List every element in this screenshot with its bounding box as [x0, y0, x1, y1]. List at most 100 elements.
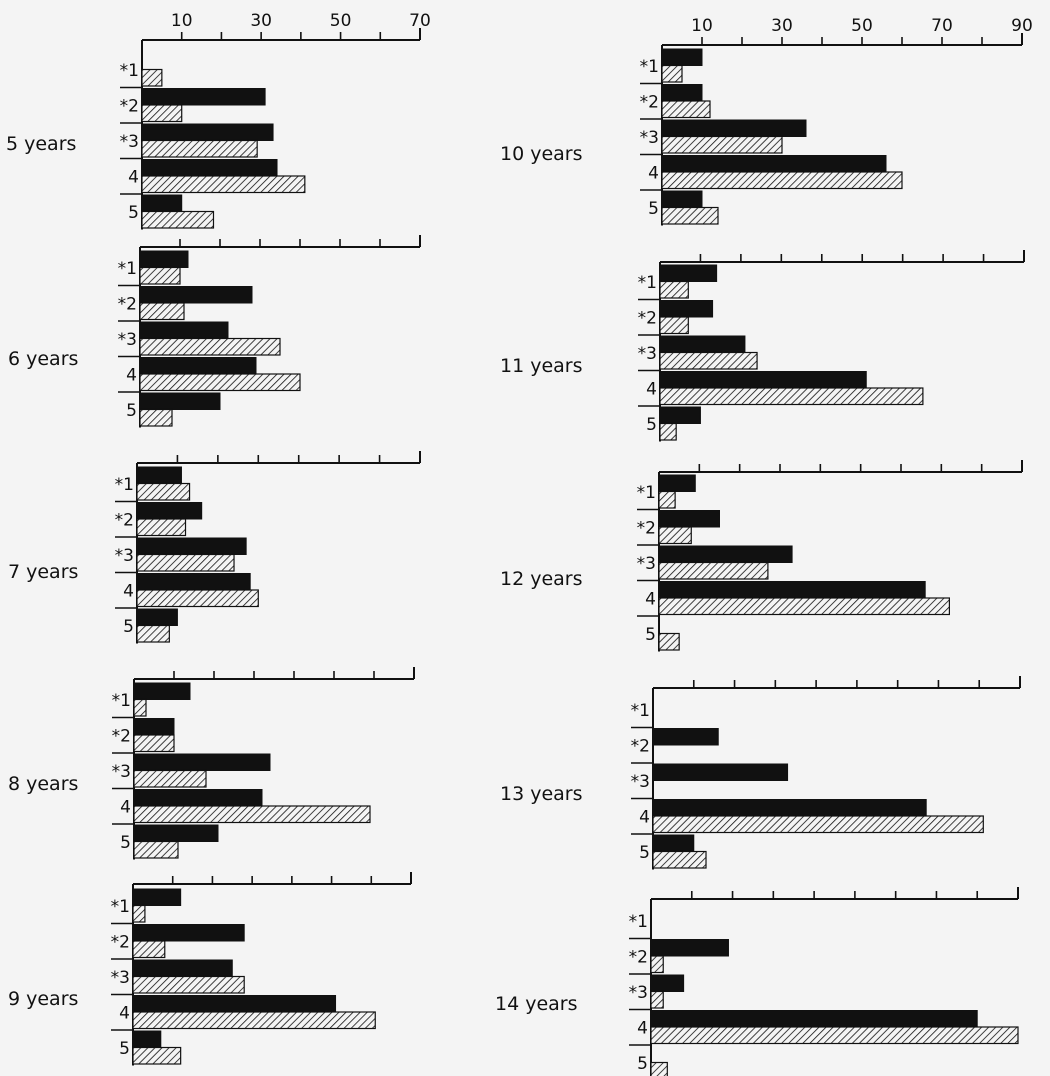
category-label: *3 [638, 344, 657, 364]
category-label: *2 [637, 518, 656, 538]
bar-solid [661, 190, 703, 208]
bar-solid [136, 466, 182, 484]
bar-hatched [652, 850, 707, 869]
category-label: *1 [629, 912, 648, 932]
bar-solid [141, 159, 278, 177]
bar-hatched [661, 100, 711, 119]
x-tick-label: 50 [330, 11, 352, 31]
panel-6-years: *1 *2 *3 4 5 6 years [8, 235, 421, 428]
panel-14-years: *1 *2 *3 4 5 14 years [495, 887, 1019, 1076]
bar-solid [139, 392, 221, 410]
category-label: 5 [648, 199, 659, 219]
bar-hatched [661, 64, 683, 83]
panel-label: 9 years [8, 988, 78, 1010]
category-label: *2 [638, 308, 657, 328]
category-label: 5 [120, 833, 131, 853]
category-label: 5 [645, 625, 656, 645]
bar-solid [650, 974, 685, 992]
bar-solid [132, 959, 233, 977]
bar-solid [133, 824, 219, 842]
category-label: 5 [646, 415, 657, 435]
category-label: *3 [120, 132, 139, 152]
bar-hatched [133, 734, 175, 753]
x-tick-label: 10 [171, 11, 193, 31]
bar-hatched [659, 422, 677, 441]
bar-hatched [661, 135, 783, 154]
x-tick-label: 30 [771, 16, 793, 36]
category-label: *2 [120, 96, 139, 116]
category-label: 5 [128, 203, 139, 223]
category-label: *1 [115, 475, 134, 495]
bar-hatched [136, 589, 259, 608]
bar-solid [141, 123, 274, 141]
bar-hatched [139, 266, 181, 285]
bar-hatched [132, 1046, 182, 1065]
bar-solid [141, 194, 183, 212]
bar-hatched [650, 990, 664, 1009]
category-label: *3 [629, 983, 648, 1003]
bar-hatched [650, 1026, 1019, 1045]
panel-label: 14 years [495, 993, 578, 1015]
x-tick-label: 70 [409, 11, 431, 31]
bar-solid [658, 510, 720, 528]
category-label: *2 [111, 932, 130, 952]
bar-hatched [136, 624, 170, 643]
bar-solid [652, 834, 695, 852]
bar-hatched [661, 171, 903, 190]
category-label: 5 [119, 1039, 130, 1059]
panel-7-years: *1 *2 *3 4 5 7 years [8, 451, 421, 644]
category-label: *1 [120, 61, 139, 81]
bar-solid [136, 608, 178, 626]
bar-hatched [136, 518, 187, 537]
panel-label: 10 years [500, 143, 583, 165]
category-label: *3 [115, 546, 134, 566]
bar-solid [659, 406, 701, 424]
bar-solid [132, 924, 245, 942]
panel-9-years: *1 *2 *3 4 5 9 years [8, 872, 412, 1066]
bar-hatched [136, 482, 191, 501]
bar-hatched [658, 632, 680, 651]
panel-5-years: 10 30 50 70 *1 *2 *3 4 5 5 years [6, 11, 431, 230]
bar-hatched [650, 1061, 668, 1076]
bar-solid [658, 545, 793, 563]
bar-hatched [132, 940, 166, 959]
bar-solid [139, 250, 189, 268]
category-label: 4 [637, 1018, 648, 1038]
bar-hatched [139, 408, 173, 427]
category-label: 4 [646, 379, 657, 399]
bar-hatched [139, 337, 281, 356]
category-label: *1 [631, 701, 650, 721]
category-label: 5 [637, 1054, 648, 1074]
bar-solid [659, 300, 714, 318]
bar-hatched [132, 1011, 376, 1030]
category-label: *1 [111, 897, 130, 917]
panel-11-years: *1 *2 *3 4 5 11 years [500, 250, 1025, 442]
bar-solid [661, 84, 703, 102]
bar-solid [658, 581, 926, 599]
bar-solid [139, 357, 257, 375]
bar-hatched [132, 904, 146, 923]
category-label: *1 [637, 483, 656, 503]
bar-hatched [141, 104, 183, 123]
bar-solid [652, 763, 789, 781]
bar-hatched [136, 553, 235, 572]
category-label: *2 [115, 510, 134, 530]
bar-hatched [661, 206, 719, 225]
bar-solid [141, 88, 266, 106]
category-label: *1 [638, 273, 657, 293]
bar-solid [133, 682, 191, 700]
category-label: 5 [123, 617, 134, 637]
category-label: *3 [637, 554, 656, 574]
x-tick-label: 70 [931, 16, 953, 36]
category-label: *2 [631, 736, 650, 756]
bar-solid [132, 888, 182, 906]
bar-hatched [133, 698, 147, 717]
bar-hatched [133, 769, 207, 788]
bar-hatched [133, 805, 371, 824]
panel-label: 8 years [8, 773, 78, 795]
bar-hatched [133, 840, 179, 859]
bar-solid [650, 1010, 978, 1028]
bar-hatched [652, 815, 984, 834]
